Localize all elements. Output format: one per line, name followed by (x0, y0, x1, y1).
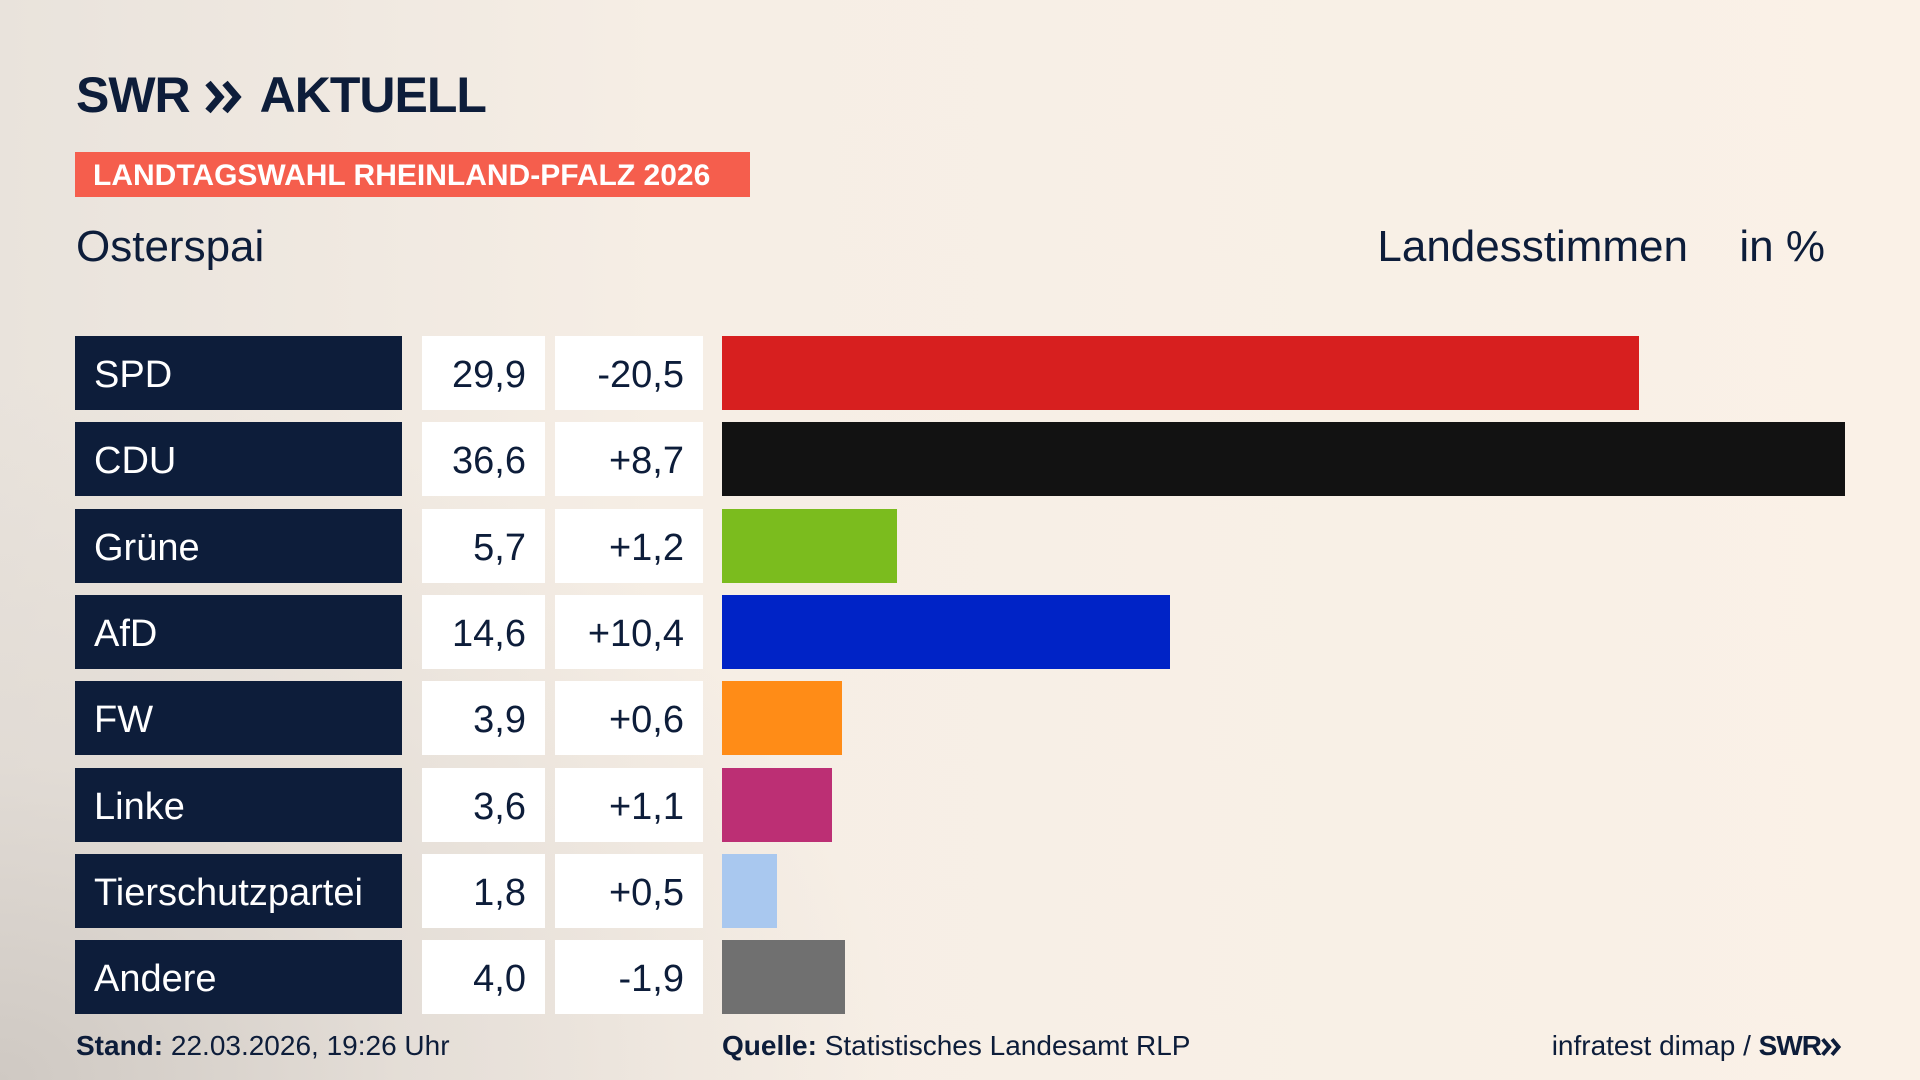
change-label: +0,6 (608, 699, 684, 742)
change-cell: +0,6 (555, 681, 703, 756)
footer-source: Quelle: Statistisches Landesamt RLP (722, 1030, 1190, 1062)
value-cell: 5,7 (422, 508, 545, 583)
unit: in % (1739, 222, 1825, 271)
logo-brand: SWR (76, 67, 191, 123)
party-name: Linke (94, 785, 185, 828)
bar (722, 681, 842, 756)
footer-stand: Stand: 22.03.2026, 19:26 Uhr (76, 1030, 450, 1062)
change-cell: +10,4 (555, 594, 703, 669)
bar (722, 336, 1640, 410)
party-name: FW (94, 699, 154, 742)
change-label: +1,1 (608, 785, 684, 828)
value-cell: 3,6 (422, 767, 545, 842)
logo: SWR AKTUELL (76, 66, 487, 124)
subtitle: Osterspai (76, 222, 265, 271)
footer-chevrons (1821, 1038, 1842, 1056)
logo-product: AKTUELL (259, 67, 487, 123)
change-cell: -20,5 (555, 336, 703, 410)
bar (722, 853, 778, 928)
value-cell: 3,9 (422, 681, 545, 756)
change-label: -20,5 (597, 354, 684, 396)
value-label: 5,7 (473, 526, 526, 569)
party-cell: SPD (75, 336, 402, 410)
party-cell: AfD (75, 594, 402, 669)
party-name: AfD (94, 612, 158, 655)
party-cell: CDU (75, 422, 402, 497)
value-label: 3,6 (473, 785, 526, 828)
party-cell: Tierschutzpartei (75, 853, 402, 928)
change-label: -1,9 (618, 958, 684, 1001)
party-cell: Andere (75, 940, 402, 1015)
party-name: Andere (94, 958, 217, 1001)
bar (722, 767, 833, 842)
election-tag-text: LANDTAGSWAHL RHEINLAND-PFALZ 2026 (93, 159, 711, 192)
bar (722, 594, 1170, 669)
party-cell: Grüne (75, 508, 402, 583)
election-tag: LANDTAGSWAHL RHEINLAND-PFALZ 2026 (75, 152, 750, 197)
party-name: CDU (94, 440, 177, 483)
value-label: 29,9 (452, 354, 526, 396)
change-label: +1,2 (608, 526, 684, 569)
source: Statistisches Landesamt RLP (824, 1030, 1191, 1061)
value-cell: 29,9 (422, 336, 545, 410)
change-cell: -1,9 (555, 940, 703, 1015)
value-caption: Landesstimmen (1377, 222, 1688, 271)
institute: infratest dimap / (1551, 1030, 1751, 1061)
value-label: 4,0 (473, 958, 526, 1001)
bar (722, 422, 1845, 497)
party-name: SPD (94, 354, 173, 396)
party-name: Grüne (94, 526, 200, 569)
logo-chevrons (204, 80, 242, 114)
change-cell: +8,7 (555, 422, 703, 497)
party-name: Tierschutzpartei (94, 871, 363, 914)
party-cell: FW (75, 681, 402, 756)
value-label: 36,6 (452, 440, 526, 483)
change-label: +8,7 (608, 440, 684, 483)
change-label: +0,5 (608, 871, 684, 914)
footer-brand: SWR (1758, 1030, 1822, 1061)
change-cell: +0,5 (555, 853, 703, 928)
bar (722, 940, 845, 1015)
change-cell: +1,1 (555, 767, 703, 842)
value-cell: 4,0 (422, 940, 545, 1015)
value-cell: 36,6 (422, 422, 545, 497)
value-label: 1,8 (473, 871, 526, 914)
stand: 22.03.2026, 19:26 Uhr (170, 1030, 450, 1061)
value-label: 3,9 (473, 699, 526, 742)
value-label: 14,6 (452, 612, 526, 655)
footer-credit: infratest dimap / SWR (1552, 1030, 1843, 1062)
source-label: Quelle: (722, 1030, 817, 1061)
value-cell: 14,6 (422, 594, 545, 669)
party-cell: Linke (75, 767, 402, 842)
change-cell: +1,2 (555, 508, 703, 583)
value-cell: 1,8 (422, 853, 545, 928)
bar (722, 508, 897, 583)
change-label: +10,4 (587, 612, 684, 655)
stand-label: Stand: (76, 1030, 164, 1061)
